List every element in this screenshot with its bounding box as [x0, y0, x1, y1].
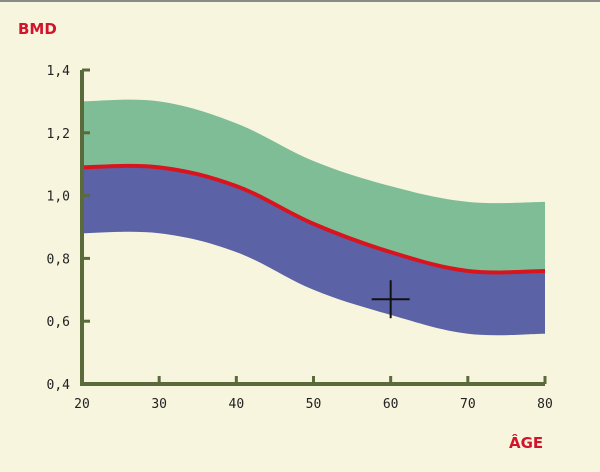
x-tick-label: 40: [229, 397, 245, 412]
plot-area: 0,4 0,6 0,8 1,0 1,2 1,4 20 30 40 50 60 70 80: [47, 64, 553, 412]
y-tick-label: 1,4: [47, 64, 71, 79]
x-axis-label: ÂGE: [509, 433, 543, 452]
y-axis-label: BMD: [18, 20, 57, 38]
y-tick-label: 0,4: [47, 378, 71, 393]
x-tick-label: 80: [537, 397, 553, 412]
x-tick-label: 70: [460, 397, 476, 412]
upper-range-band: [82, 99, 545, 273]
x-tick-label: 20: [74, 397, 90, 412]
y-tick-label: 0,6: [47, 315, 70, 330]
x-tick-label: 30: [151, 397, 167, 412]
x-tick-label: 50: [306, 397, 322, 412]
mean-bmd-line: [81, 163, 546, 275]
y-tick-label: 1,2: [47, 127, 70, 142]
lower-range-band: [82, 165, 545, 336]
y-tick-label: 0,8: [47, 252, 70, 267]
y-tick-label: 1,0: [47, 190, 70, 205]
x-tick-label: 60: [383, 397, 399, 412]
